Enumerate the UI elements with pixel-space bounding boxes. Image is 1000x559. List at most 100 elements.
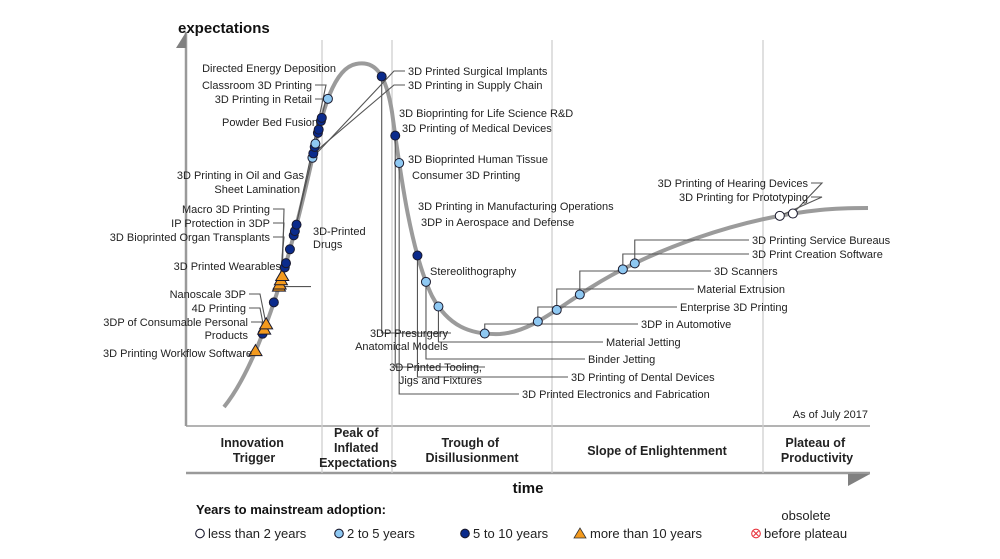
legend-item-obsolete: obsolete before plateau bbox=[751, 508, 847, 541]
y-axis-arrow-icon bbox=[176, 32, 186, 48]
legend-obsolete-label: obsolete bbox=[781, 508, 830, 523]
label-3d-bioprinting-for-life-science-r-d: 3D Bioprinting for Life Science R&D bbox=[399, 108, 573, 120]
circle-marker-3d-printing-of-hearing-devices bbox=[787, 208, 798, 219]
leader-3d-printed-surgical-implants bbox=[312, 70, 405, 159]
circle-marker-stereolithography bbox=[322, 93, 333, 104]
label-directed-energy-deposition: Directed Energy Deposition bbox=[202, 63, 336, 75]
label-3d-printed-surgical-implants: 3D Printed Surgical Implants bbox=[408, 66, 548, 78]
circle-marker-material-jetting bbox=[433, 301, 444, 312]
legend-circle-icon bbox=[460, 528, 470, 539]
label-3d-printing-workflow-software: 3D Printing Workflow Software bbox=[103, 348, 252, 360]
legend-label-2to5: 2 to 5 years bbox=[347, 526, 415, 541]
label-3d-printed-electronics-and-fabrication: 3D Printed Electronics and Fabrication bbox=[522, 389, 710, 401]
phase-innovation-trigger: Innovation Trigger bbox=[221, 436, 288, 465]
circle-marker-3dp-in-aerospace-and-defense bbox=[316, 112, 327, 123]
legend-item-gt10: more than 10 years bbox=[573, 526, 703, 541]
leader-3d-printed-tooling-jigs-and-fixtures bbox=[394, 135, 485, 368]
legend-triangle-icon bbox=[573, 527, 587, 539]
label-3d-printing-in-manufacturing-operations: 3D Printing in Manufacturing Operations bbox=[418, 201, 614, 213]
legend-item-lt2: less than 2 years bbox=[195, 526, 307, 541]
label-3d-printed-drugs: 3D-Printed Drugs bbox=[313, 226, 366, 251]
axes bbox=[176, 32, 870, 486]
label-3d-printing-in-retail: 3D Printing in Retail bbox=[215, 94, 312, 106]
legend-circle-icon bbox=[195, 528, 205, 539]
label-3d-scanners: 3D Scanners bbox=[714, 266, 778, 278]
label-3d-bioprinted-organ-transplants: 3D Bioprinted Organ Transplants bbox=[110, 232, 271, 244]
label-3d-printed-tooling-jigs-and-fixtures: 3D Printed Tooling, Jigs and Fixtures bbox=[389, 362, 482, 387]
circle-marker-3dp-in-automotive bbox=[479, 328, 490, 339]
leader-3d-printing-service-bureaus bbox=[634, 239, 749, 264]
leader-3d-printing-in-supply-chain bbox=[312, 84, 405, 154]
phase-separators bbox=[321, 40, 764, 473]
legend-label-lt2: less than 2 years bbox=[208, 526, 307, 541]
leader-nanoscale-3dp bbox=[249, 293, 267, 325]
circle-marker-3d-scanners bbox=[574, 289, 585, 300]
circle-marker-enterprise-3d-printing bbox=[532, 316, 543, 327]
circle-marker-3d-print-creation-software bbox=[617, 264, 628, 275]
label-3d-bioprinted-human-tissue: 3D Bioprinted Human Tissue bbox=[408, 154, 548, 166]
label-3d-printing-for-prototyping: 3D Printing for Prototyping bbox=[679, 192, 808, 204]
leader-3dp-presurgery-anatomical-models bbox=[381, 76, 451, 334]
label-3d-printing-of-medical-devices: 3D Printing of Medical Devices bbox=[402, 123, 552, 135]
label-ip-protection-in-3dp: IP Protection in 3DP bbox=[171, 218, 270, 230]
leader-macro-3d-printing bbox=[273, 208, 285, 276]
phase-slope: Slope of Enlightenment bbox=[587, 444, 727, 458]
circle-marker-material-extrusion bbox=[551, 304, 562, 315]
triangle-marker-3d-printing-workflow-software bbox=[248, 343, 263, 357]
legend-item-5to10: 5 to 10 years bbox=[460, 526, 549, 541]
as-of-date: As of July 2017 bbox=[793, 409, 868, 421]
leader-3d-print-creation-software bbox=[622, 253, 749, 270]
label-classroom-3d-printing: Classroom 3D Printing bbox=[202, 80, 312, 92]
leader-3d-printing-of-dental-devices bbox=[416, 255, 568, 378]
x-axis-label: time bbox=[513, 480, 544, 497]
label-macro-3d-printing: Macro 3D Printing bbox=[182, 204, 270, 216]
label-3dp-presurgery-anatomical-models: 3DP Presurgery Anatomical Models bbox=[355, 328, 448, 353]
circle-marker-3d-printed-electronics-and-fabrication bbox=[394, 158, 405, 169]
label-sheet-lamination: Sheet Lamination bbox=[214, 184, 300, 196]
circle-marker-3d-printed-wearables bbox=[268, 297, 279, 308]
circle-marker-binder-jetting bbox=[420, 276, 431, 287]
technology-markers bbox=[248, 71, 798, 357]
circle-marker-3d-printing-for-prototyping bbox=[774, 210, 785, 221]
leader-3d-printed-electronics-and-fabrication bbox=[398, 163, 519, 395]
label-material-jetting: Material Jetting bbox=[606, 337, 681, 349]
circle-marker-directed-energy-deposition bbox=[291, 219, 302, 230]
circle-marker-3d-printing-in-oil-and-gas bbox=[281, 258, 292, 269]
legend-title: Years to mainstream adoption: bbox=[196, 502, 386, 517]
legend-circle-icon bbox=[334, 528, 344, 539]
leader-binder-jetting bbox=[425, 281, 585, 360]
legend-item-2to5: 2 to 5 years bbox=[334, 526, 415, 541]
label-3dp-of-consumable-personal-products: 3DP of Consumable Personal Products bbox=[103, 317, 248, 342]
label-3d-print-creation-software: 3D Print Creation Software bbox=[752, 249, 883, 261]
phase-plateau: Plateau of Productivity bbox=[781, 436, 853, 465]
leader-material-extrusion bbox=[556, 288, 694, 310]
label-3d-printing-service-bureaus: 3D Printing Service Bureaus bbox=[752, 235, 891, 247]
label-3d-printing-in-oil-and-gas: 3D Printing in Oil and Gas bbox=[177, 170, 305, 182]
circle-marker-3d-printed-tooling-jigs-and-fixtures bbox=[390, 130, 401, 141]
leader-classroom-3d-printing bbox=[294, 84, 327, 232]
triangle-marker-nanoscale-3dp bbox=[258, 316, 274, 330]
label-nanoscale-3dp: Nanoscale 3DP bbox=[170, 289, 246, 301]
label-enterprise-3d-printing: Enterprise 3D Printing bbox=[680, 302, 788, 314]
technology-labels: 3D Printing Workflow Software 3DP of Cons… bbox=[103, 63, 891, 401]
label-binder-jetting: Binder Jetting bbox=[588, 354, 655, 366]
x-axis-arrow-icon bbox=[848, 474, 870, 486]
label-3d-printing-of-hearing-devices: 3D Printing of Hearing Devices bbox=[658, 178, 809, 190]
legend-label-obsolete: before plateau bbox=[764, 526, 847, 541]
legend: Years to mainstream adoption: less than … bbox=[195, 502, 847, 541]
circle-marker-3d-printing-of-dental-devices bbox=[412, 250, 423, 261]
leader-3d-scanners bbox=[579, 270, 711, 295]
phase-trough: Trough of Disillusionment bbox=[425, 436, 519, 465]
label-material-extrusion: Material Extrusion bbox=[697, 284, 785, 296]
phase-labels: Innovation Trigger Peak of Inflated Expe… bbox=[221, 426, 854, 470]
circle-marker-powder-bed-fusion bbox=[284, 244, 295, 255]
leader-material-jetting bbox=[437, 306, 603, 343]
label-consumer-3d-printing: Consumer 3D Printing bbox=[412, 170, 520, 182]
legend-cross-icon bbox=[753, 530, 759, 537]
legend-label-5to10: 5 to 10 years bbox=[473, 526, 549, 541]
leader-4d-printing bbox=[249, 307, 265, 330]
label-stereolithography: Stereolithography bbox=[430, 266, 517, 278]
label-3d-printing-in-supply-chain: 3D Printing in Supply Chain bbox=[408, 80, 543, 92]
label-3dp-in-automotive: 3DP in Automotive bbox=[641, 319, 731, 331]
